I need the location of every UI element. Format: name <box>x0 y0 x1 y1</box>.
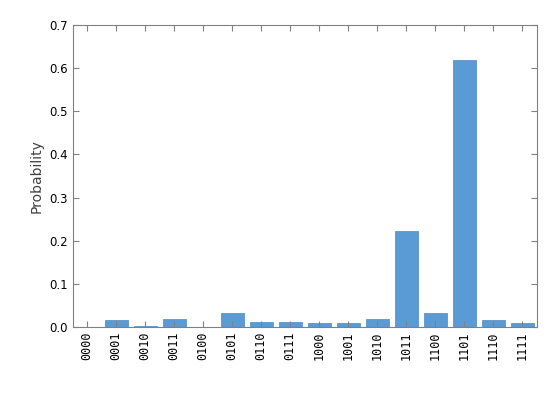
Bar <box>395 231 418 327</box>
Bar <box>366 320 389 327</box>
Y-axis label: Probability: Probability <box>30 139 44 213</box>
Bar <box>481 321 505 327</box>
Bar <box>278 322 302 327</box>
Bar <box>424 313 447 327</box>
Bar <box>453 59 476 327</box>
Bar <box>510 323 534 327</box>
Bar <box>307 323 331 327</box>
Bar <box>337 323 360 327</box>
Bar <box>105 321 128 327</box>
Bar <box>249 322 273 327</box>
Bar <box>134 326 157 327</box>
Bar <box>163 320 186 327</box>
Bar <box>221 313 244 327</box>
